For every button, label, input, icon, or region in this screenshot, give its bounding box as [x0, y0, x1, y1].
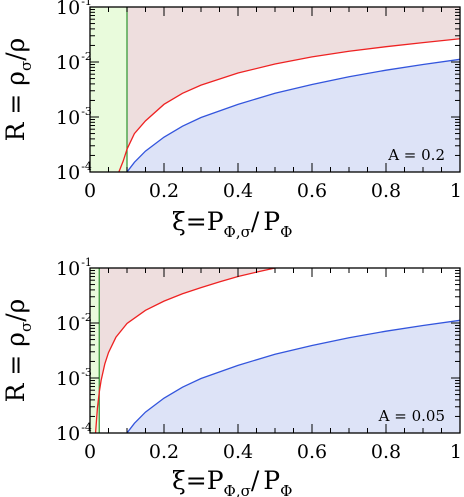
- excluded-region-red: [118, 7, 460, 172]
- x-axis-label: ξ=PΦ,σ/PΦ: [172, 466, 292, 497]
- x-tick-label: 0.8: [371, 441, 401, 463]
- x-tick-label: 0.6: [297, 441, 327, 463]
- y-tick-label: 10-4: [56, 421, 92, 445]
- x-tick-label: 0.2: [149, 441, 179, 463]
- y-tick-label: 10-3: [56, 105, 92, 129]
- chart-panel-1: 0 0.2 0.4 0.6 0.8 110-410-310-210-1A = 0.2ξ=P…: [1, 0, 462, 241]
- red-curve: [118, 38, 460, 172]
- x-tick-label: 0.8: [371, 180, 401, 202]
- blue-curve: [126, 58, 460, 172]
- excluded-region-green: [90, 7, 127, 172]
- x-tick-label: 1: [450, 180, 462, 202]
- x-tick-label: 0: [84, 180, 96, 202]
- x-tick-label: 0.4: [223, 441, 253, 463]
- panel-annotation: A = 0.05: [378, 407, 445, 425]
- y-tick-label: 10-2: [56, 50, 92, 74]
- y-tick-label: 10-3: [56, 366, 92, 390]
- x-tick-label: 1: [450, 441, 462, 463]
- x-tick-label: 0.4: [223, 180, 253, 202]
- y-tick-label: 10-2: [56, 311, 92, 335]
- y-tick-label: 10-1: [56, 0, 92, 19]
- y-tick-label: 10-1: [56, 256, 92, 280]
- excluded-region-green: [90, 268, 100, 433]
- x-tick-label: 0.2: [149, 180, 179, 202]
- excluded-region-blue: [127, 320, 460, 433]
- blue-curve: [126, 319, 460, 433]
- excluded-region-red: [95, 268, 275, 433]
- x-tick-label: 0: [84, 441, 96, 463]
- red-curve: [94, 268, 276, 433]
- x-tick-label: 0.6: [297, 180, 327, 202]
- y-axis-label: R = ρσ/ρ: [1, 38, 35, 142]
- chart-panel-2: 0 0.2 0.4 0.6 0.8 1 10-4 10-3 10-2 10-1 A = 0.05 ξ=…: [1, 256, 462, 497]
- y-axis-label: R = ρσ/ρ: [1, 299, 35, 403]
- x-axis-label: ξ=PΦ,σ/PΦ: [172, 207, 292, 241]
- panel-annotation: A = 0.2: [387, 146, 445, 164]
- excluded-region-blue: [127, 59, 460, 172]
